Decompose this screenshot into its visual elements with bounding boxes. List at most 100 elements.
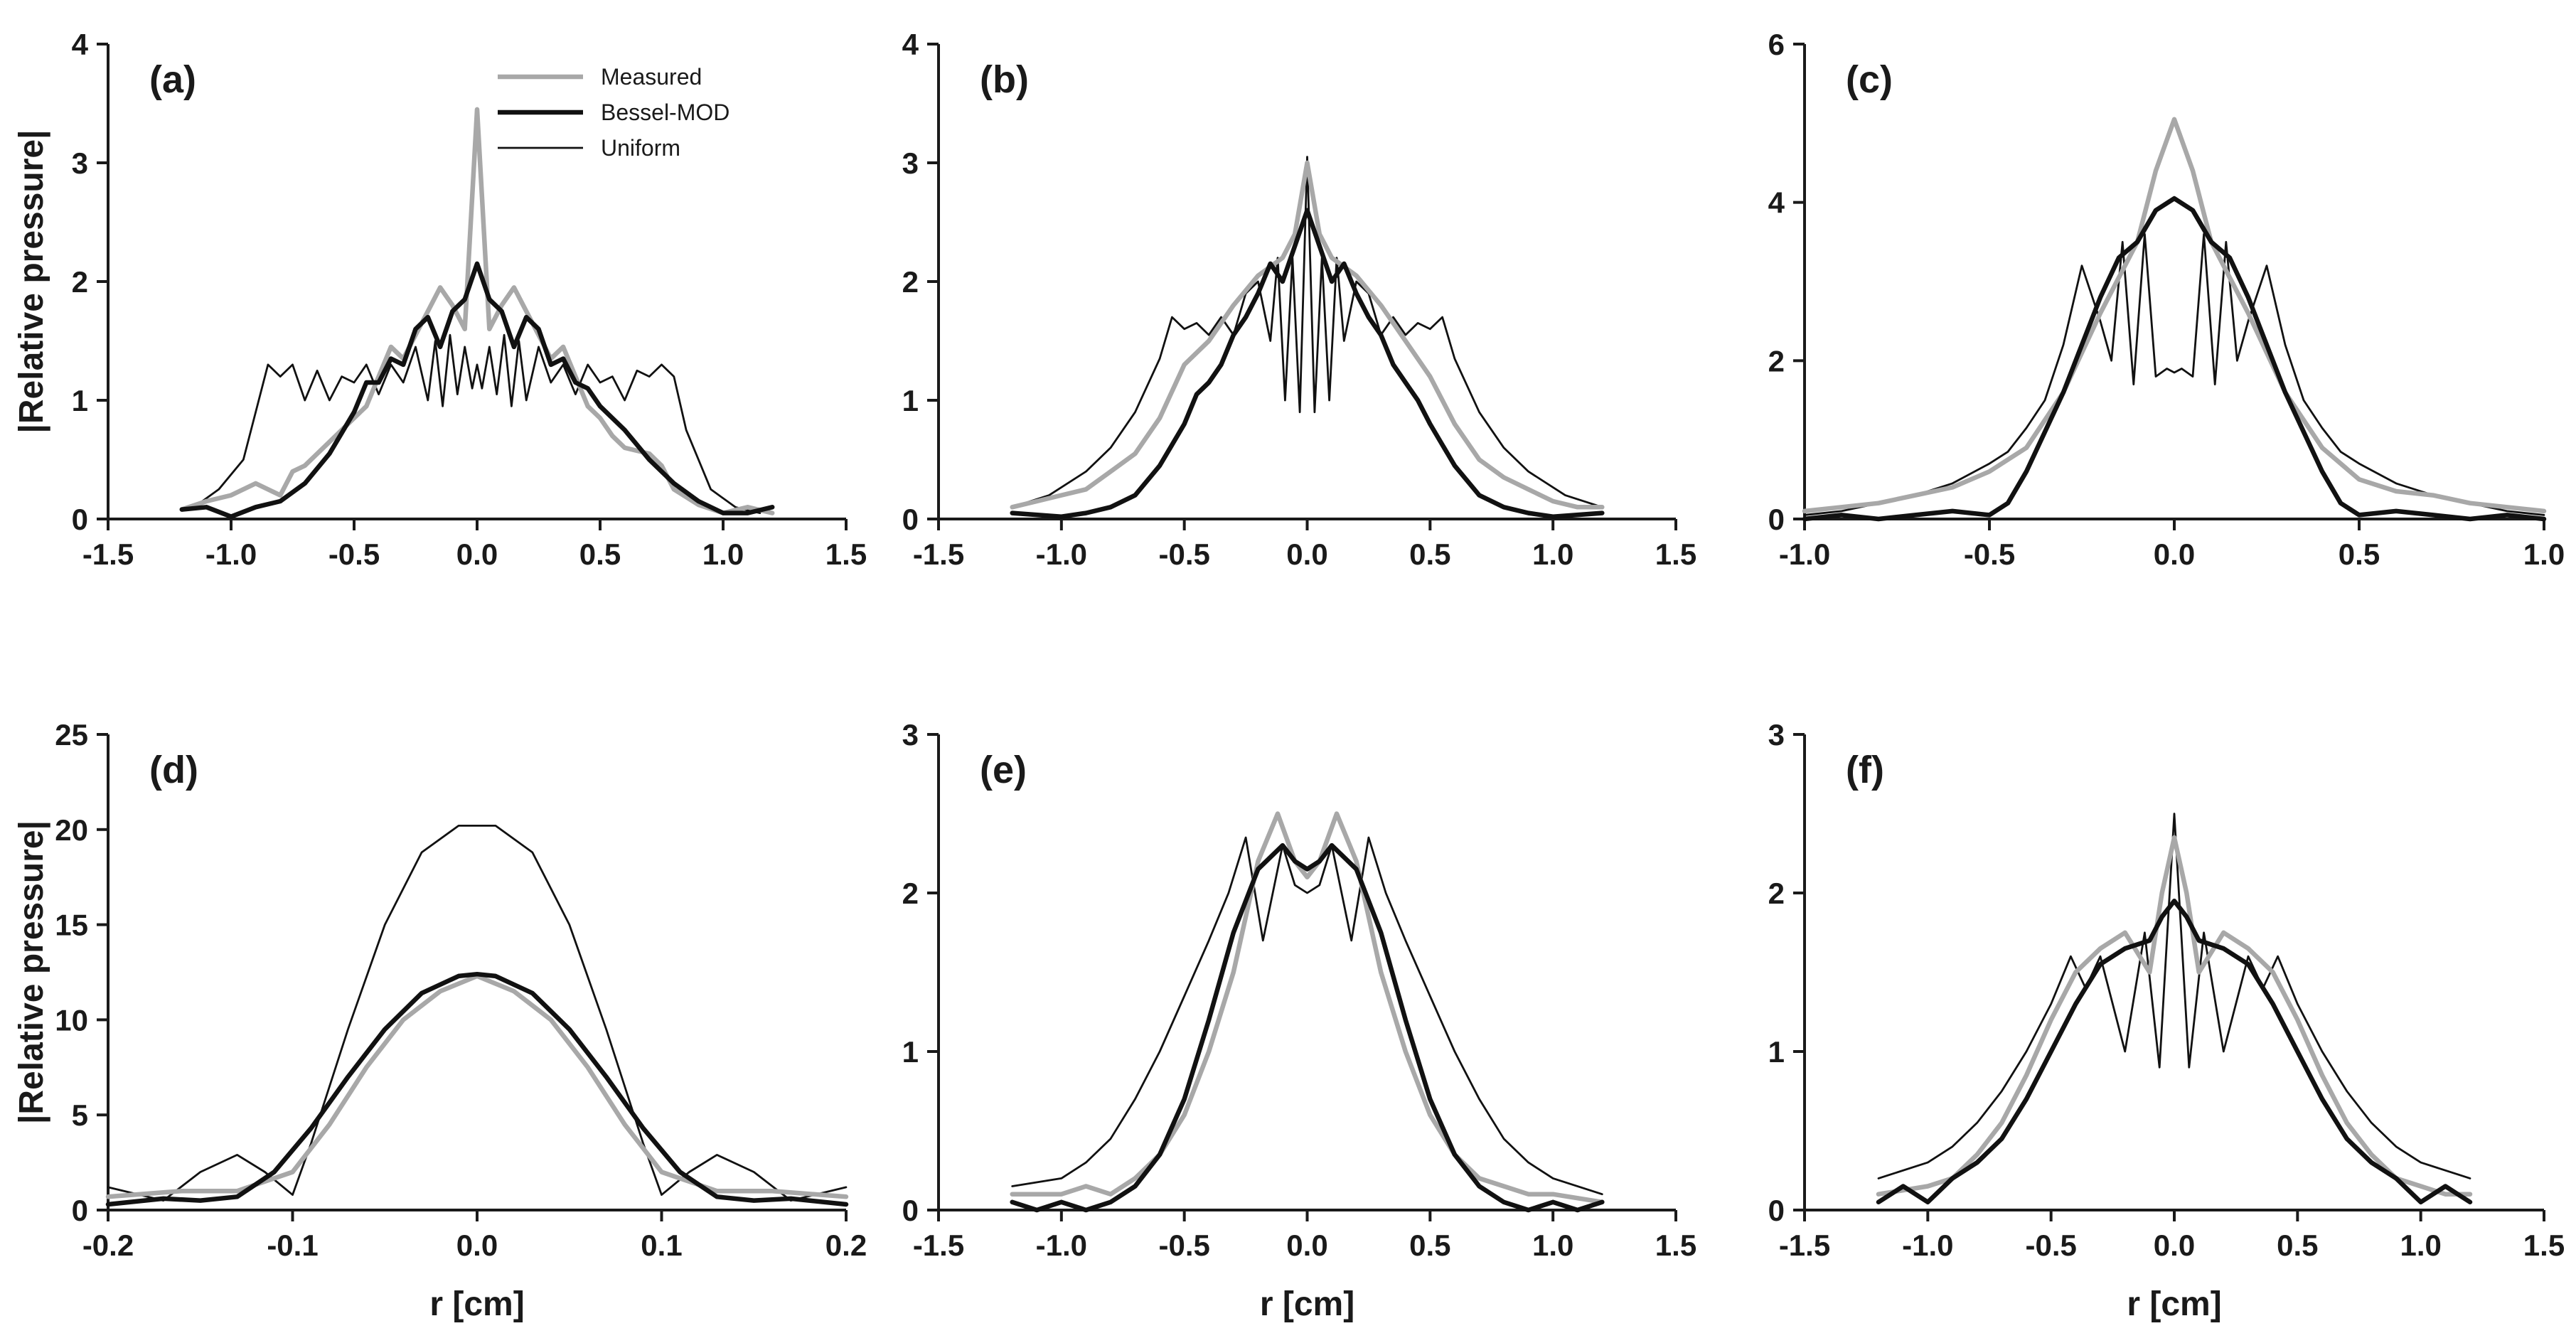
y-tick-label: 15 xyxy=(55,909,88,942)
x-tick-label: -1.0 xyxy=(1779,537,1830,571)
x-tick-label: -1.0 xyxy=(1902,1229,1953,1262)
x-tick-label: 0.0 xyxy=(2154,537,2195,571)
series-line-uniform xyxy=(107,825,848,1202)
x-tick-label: -0.5 xyxy=(1158,537,1209,571)
x-tick-label: 1.5 xyxy=(2523,1229,2565,1262)
x-tick-label: -0.5 xyxy=(1158,1229,1209,1262)
panel-label: (e) xyxy=(980,749,1027,791)
x-tick-label: 1.0 xyxy=(1532,537,1573,571)
chart-panel-e: -1.5 -1.0 -0.5 0.0 0.5 1.0 1.5 0 1 2 3 (e) r [cm] xyxy=(902,718,1697,1323)
y-tick-label: 0 xyxy=(902,503,919,536)
series-line-measured xyxy=(1876,835,2473,1197)
chart-panel-a: -1.5 -1.0 -0.5 0.0 0.5 1.0 1.5 0 1 2 3 4 (a) |Relativ… xyxy=(13,28,867,571)
series-line-measured xyxy=(1010,811,1605,1205)
y-tick-label: 1 xyxy=(1768,1035,1785,1069)
x-tick-label: 0.5 xyxy=(2339,537,2380,571)
y-axis-title: |Relative pressure| xyxy=(13,129,50,433)
x-tick-label: 1.5 xyxy=(1655,1229,1696,1262)
y-tick-label: 0 xyxy=(72,1194,88,1227)
x-tick-label: -1.0 xyxy=(205,537,257,571)
panel-label: (c) xyxy=(1846,58,1893,101)
y-tick-label: 2 xyxy=(1768,877,1785,910)
series-line-bessel-mod xyxy=(1010,208,1605,519)
y-tick-label: 2 xyxy=(902,265,919,299)
x-tick-label: 1.5 xyxy=(825,537,867,571)
x-tick-label: 0.0 xyxy=(1286,537,1327,571)
series-line-uniform xyxy=(1011,156,1603,508)
x-tick-label: 0.5 xyxy=(2277,1229,2318,1262)
panel-label: (d) xyxy=(149,749,198,791)
chart-panel-f: -1.5 -1.0 -0.5 0.0 0.5 1.0 1.5 0 1 2 3 (f) r [cm] xyxy=(1768,718,2565,1323)
series-line-bessel-mod xyxy=(1802,196,2547,522)
x-tick-label: -1.5 xyxy=(913,1229,964,1262)
y-tick-label: 0 xyxy=(72,503,88,536)
y-tick-label: 20 xyxy=(55,813,88,847)
panel-label: (a) xyxy=(149,58,196,101)
x-tick-label: 0.5 xyxy=(1409,537,1450,571)
x-tick-label: 0.0 xyxy=(2154,1229,2195,1262)
y-tick-label: 0 xyxy=(902,1194,919,1227)
y-tick-label: 0 xyxy=(1768,503,1785,536)
y-tick-label: 25 xyxy=(55,718,88,751)
series-line-bessel-mod xyxy=(179,261,775,519)
series-line-bessel-mod xyxy=(1876,898,2473,1205)
y-tick-label: 0 xyxy=(1768,1194,1785,1227)
y-tick-label: 1 xyxy=(72,384,88,417)
series-line-measured xyxy=(1010,160,1605,510)
legend-label-bessel-mod: Bessel-MOD xyxy=(601,100,729,125)
x-tick-label: 1.0 xyxy=(2523,537,2565,571)
x-tick-label: 1.0 xyxy=(702,537,744,571)
series-line-uniform xyxy=(1803,232,2545,516)
x-tick-label: -1.5 xyxy=(1779,1229,1830,1262)
y-tick-label: 5 xyxy=(72,1098,88,1132)
x-tick-label: -1.5 xyxy=(913,537,964,571)
series-line-bessel-mod xyxy=(1010,842,1605,1213)
y-tick-label: 1 xyxy=(902,1035,919,1069)
x-tick-label: -1.0 xyxy=(1036,537,1087,571)
panel-label: (f) xyxy=(1846,749,1884,791)
x-tick-label: 0.0 xyxy=(1286,1229,1327,1262)
y-tick-label: 3 xyxy=(1768,718,1785,751)
chart-panel-c: -1.0 -0.5 0.0 0.5 1.0 0 2 4 6 (c) xyxy=(1768,28,2565,571)
panel-label: (b) xyxy=(980,58,1029,101)
x-tick-label: 0.5 xyxy=(579,537,621,571)
y-tick-label: 4 xyxy=(72,28,89,61)
x-tick-label: -0.5 xyxy=(1964,537,2015,571)
x-tick-label: 1.0 xyxy=(2400,1229,2441,1262)
series-line-bessel-mod xyxy=(105,971,849,1207)
x-tick-label: -1.5 xyxy=(82,537,134,571)
y-tick-label: 4 xyxy=(1768,186,1785,220)
x-tick-label: 0.1 xyxy=(641,1229,682,1262)
x-tick-label: 0.0 xyxy=(456,537,498,571)
chart-panel-b: -1.5 -1.0 -0.5 0.0 0.5 1.0 1.5 0 1 2 3 4 (b) xyxy=(902,28,1697,571)
y-tick-label: 2 xyxy=(1768,344,1785,378)
legend: Measured Bessel-MOD Uniform xyxy=(498,64,729,161)
x-tick-label: -0.2 xyxy=(82,1229,134,1262)
x-tick-label: -0.5 xyxy=(328,537,380,571)
series-line-measured xyxy=(1802,117,2547,514)
chart-panel-d: -0.2 -0.1 0.0 0.1 0.2 0 5 10 15 20 25 (d) |Relative … xyxy=(13,718,867,1323)
x-tick-label: -0.1 xyxy=(267,1229,318,1262)
x-tick-label: -0.5 xyxy=(2025,1229,2076,1262)
y-tick-label: 4 xyxy=(902,28,919,61)
x-tick-label: 0.5 xyxy=(1409,1229,1450,1262)
y-tick-label: 2 xyxy=(902,877,919,910)
y-tick-label: 3 xyxy=(72,146,88,180)
x-axis-title: r [cm] xyxy=(429,1285,524,1323)
y-axis-title: |Relative pressure| xyxy=(13,820,50,1124)
series-line-measured xyxy=(179,107,775,515)
x-tick-label: -1.0 xyxy=(1036,1229,1087,1262)
y-tick-label: 3 xyxy=(902,146,919,180)
y-tick-label: 3 xyxy=(902,718,919,751)
x-axis-title: r [cm] xyxy=(1260,1285,1354,1323)
x-tick-label: 0.2 xyxy=(825,1229,867,1262)
y-tick-label: 6 xyxy=(1768,28,1785,61)
legend-label-measured: Measured xyxy=(601,64,702,90)
series-line-uniform xyxy=(1877,813,2471,1179)
legend-label-uniform: Uniform xyxy=(601,135,680,161)
series-line-uniform xyxy=(1011,836,1603,1196)
y-tick-label: 2 xyxy=(72,265,88,299)
y-tick-label: 10 xyxy=(55,1003,88,1037)
x-tick-label: 0.0 xyxy=(456,1229,498,1262)
